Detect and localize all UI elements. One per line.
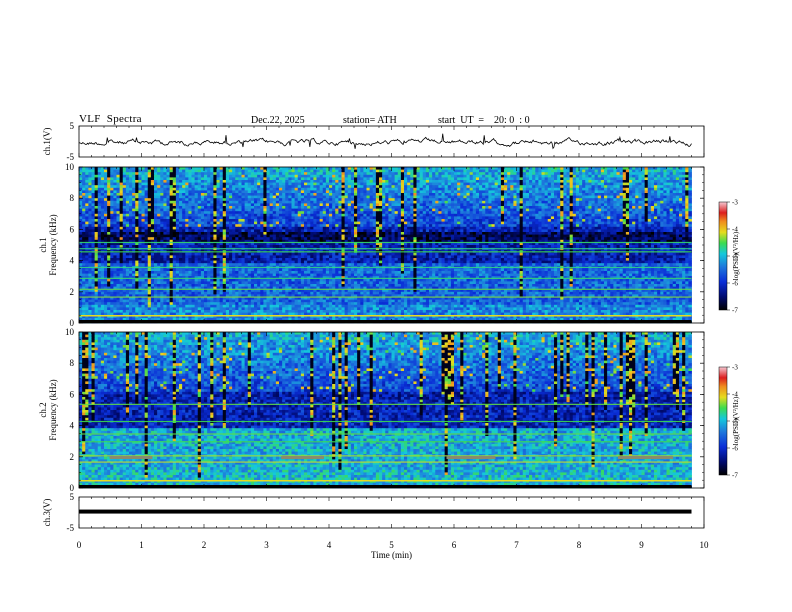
ch1-spectrogram-colorbar — [719, 202, 727, 310]
ch2-spectrogram-colorbar-tick--3: -3 — [732, 364, 738, 372]
ch1-spectrogram-ytick-4: 4 — [70, 256, 75, 266]
x-tick-0: 0 — [77, 540, 82, 550]
x-tick-9: 9 — [639, 540, 644, 550]
ch2-spectrogram-ytick-4: 4 — [70, 421, 75, 431]
ch2-spectrogram-ytick-10: 10 — [65, 327, 75, 337]
ch2-spectrogram-colorbar-tick--7: -7 — [732, 472, 738, 480]
x-tick-10: 10 — [700, 540, 710, 550]
ch1-spectrogram-ytick-6: 6 — [70, 224, 75, 234]
ch2-spectrogram-ylabel-unit: Frequency (kHz) — [48, 379, 58, 440]
ch1-spectrogram-colorbar-label: log(PSD)(V²/Hz) — [732, 231, 740, 280]
x-axis-label: Time (min) — [371, 550, 412, 560]
x-tick-8: 8 — [577, 540, 582, 550]
x-tick-7: 7 — [514, 540, 519, 550]
x-tick-1: 1 — [139, 540, 144, 550]
ch1-spectrogram-image — [79, 167, 692, 323]
ch3-waveform-ylabel: ch.3(V) — [42, 499, 52, 527]
ch1-waveform-ytick-top: 5 — [70, 121, 75, 131]
ch2-spectrogram-colorbar-label: log(PSD)(V²/Hz) — [732, 396, 740, 445]
ch2-spectrogram-colorbar — [719, 367, 727, 475]
ch2-spectrogram-ytick-2: 2 — [70, 452, 75, 462]
x-tick-2: 2 — [202, 540, 207, 550]
x-tick-5: 5 — [389, 540, 394, 550]
ch2-spectrogram-ytick-8: 8 — [70, 358, 75, 368]
ch1-spectrogram-ylabel-unit: Frequency (kHz) — [48, 214, 58, 275]
ch3-waveform-trace — [79, 510, 692, 514]
ch2-spectrogram-ytick-6: 6 — [70, 389, 75, 399]
ch1-spectrogram-colorbar-tick--3: -3 — [732, 199, 738, 207]
x-tick-3: 3 — [264, 540, 269, 550]
ch2-spectrogram-image — [79, 332, 692, 488]
ch3-waveform-ytick-bottom: -5 — [67, 523, 75, 533]
ch1-spectrogram-ytick-2: 2 — [70, 287, 75, 297]
ch3-waveform-ytick-top: 5 — [70, 492, 75, 502]
ch1-waveform-ylabel: ch.1(V) — [42, 128, 52, 156]
ch2-spectrogram-ylabel-channel: ch.2 — [38, 402, 48, 417]
ch1-waveform-ytick-bottom: -5 — [67, 152, 75, 162]
ch1-spectrogram-colorbar-tick--7: -7 — [732, 307, 738, 315]
x-tick-6: 6 — [452, 540, 457, 550]
ch1-spectrogram-ylabel-channel: ch.1 — [38, 237, 48, 252]
x-tick-4: 4 — [327, 540, 332, 550]
ch1-spectrogram-ytick-8: 8 — [70, 193, 75, 203]
ch1-waveform-trace — [79, 134, 692, 149]
ch1-spectrogram-ytick-10: 10 — [65, 162, 75, 172]
